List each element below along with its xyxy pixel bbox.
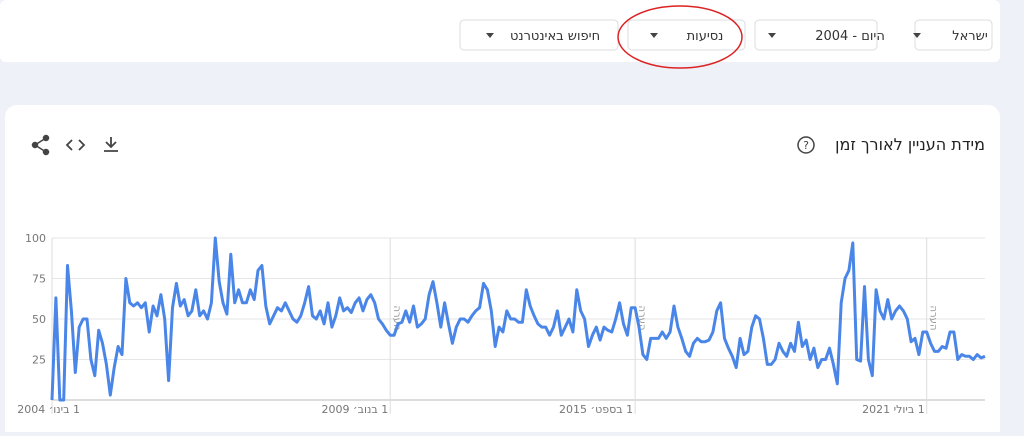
filter-label: היום - 2004 — [815, 29, 885, 44]
note-label: הערה — [636, 306, 647, 331]
download-icon[interactable] — [104, 137, 118, 152]
filter-label: נסיעות — [687, 29, 724, 44]
x-tick-label: 1 בספט׳ 2015 — [559, 403, 633, 416]
filter-label: חיפוש באינטרנט — [510, 29, 600, 44]
x-tick-label: 1 ביולי 2021 — [862, 403, 925, 416]
filter-category[interactable]: נסיעות — [627, 19, 746, 51]
y-tick-label: 25 — [32, 354, 46, 367]
embed-icon[interactable] — [65, 139, 86, 151]
filter-ishrael[interactable]: ישראל — [913, 19, 993, 51]
y-tick-label: 75 — [32, 273, 46, 286]
red-circle — [617, 5, 743, 69]
plot: 25 50 75 100 1 בינו׳ 2004 1 בנוב׳ 2009 1 בספט׳… — [17, 232, 986, 416]
filter-label: ישראל — [952, 29, 988, 44]
help-icon[interactable]: ? — [797, 136, 815, 154]
chart-title: מידת העניין לאורך זמן — [835, 135, 985, 154]
chart-card — [5, 105, 1000, 436]
y-tick-label: 100 — [25, 232, 46, 245]
y-tick-label: 50 — [32, 313, 46, 326]
trend-line — [50, 236, 986, 402]
note-label: הערה — [928, 306, 939, 331]
filter-search-type[interactable]: חיפוש באינטרנט — [459, 19, 619, 51]
note-label: הערה — [391, 306, 402, 331]
x-tick-label: 1 בנוב׳ 2009 — [322, 403, 389, 416]
x-tick-label: 1 בינו׳ 2004 — [17, 403, 80, 416]
filter-time[interactable]: היום - 2004 — [754, 19, 885, 51]
svg-text:?: ? — [803, 139, 809, 152]
share-icon[interactable] — [31, 134, 50, 156]
